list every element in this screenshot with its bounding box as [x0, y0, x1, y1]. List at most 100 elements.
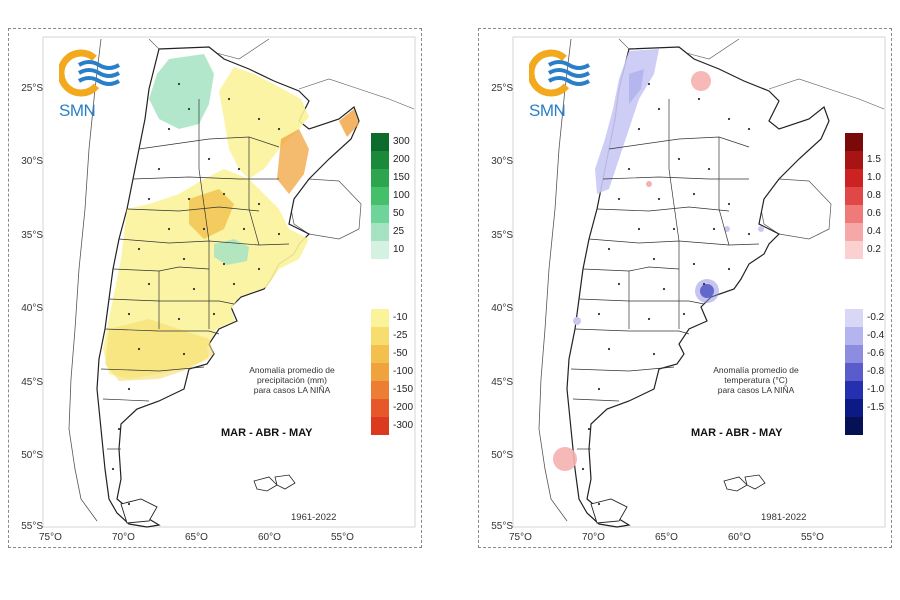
- legend-swatch: [371, 417, 389, 435]
- legend-label: 1.5: [867, 154, 881, 165]
- warm-anomaly-north: [691, 71, 711, 91]
- lon-label: 55°O: [331, 532, 354, 543]
- caption-line: Anomalía promedio de: [249, 365, 335, 375]
- lat-label: 30°S: [21, 156, 43, 167]
- legend-swatch: [371, 133, 389, 151]
- legend-entry: 50: [371, 205, 404, 223]
- legend-entry: 1.0: [845, 169, 881, 187]
- lat-label: 50°S: [21, 450, 43, 461]
- station-points: [111, 82, 281, 506]
- legend-label: 25: [393, 226, 405, 237]
- smn-logo: SMN: [527, 47, 599, 125]
- station-points: [581, 82, 751, 506]
- lon-label: 60°O: [258, 532, 281, 543]
- temperature-map-panel: SMN 25°S 30°S 35°S 40°S 45°S 50°S 55°S 7…: [478, 28, 892, 548]
- legend-label: -1.0: [867, 384, 885, 395]
- lat-label: 35°S: [21, 230, 43, 241]
- warm-anomaly-south: [553, 447, 577, 471]
- legend-entry: -0.8: [845, 363, 884, 381]
- period-label: 1981-2022: [761, 512, 807, 523]
- legend-swatch: [371, 151, 389, 169]
- map-frame: [512, 36, 886, 528]
- legend-entry: -0.2: [845, 309, 884, 327]
- legend-label: -200: [393, 402, 414, 413]
- legend-swatch: [371, 241, 389, 259]
- lat-label: 35°S: [491, 230, 513, 241]
- lat-label: 45°S: [491, 377, 513, 388]
- legend-swatch: [845, 417, 863, 435]
- legend-label: -10: [393, 312, 408, 323]
- legend-swatch: [371, 363, 389, 381]
- legend-label: 50: [393, 208, 405, 219]
- legend-label: -100: [393, 366, 414, 377]
- legend-entry: -200: [371, 399, 413, 417]
- legend-entry: 0.8: [845, 187, 881, 205]
- lat-label: 25°S: [491, 83, 513, 94]
- warm-anomaly-spot: [646, 181, 652, 187]
- cold-anomaly-core: [629, 69, 644, 104]
- dry-anomaly-east: [277, 129, 309, 194]
- legend-label: 0.6: [867, 208, 881, 219]
- smn-logo-text: SMN: [529, 101, 566, 120]
- precipitation-map-panel: SMN 25°S 30°S 35°S 40°S 45°S 50°S 55°S 7…: [8, 28, 422, 548]
- lat-label: 55°S: [21, 521, 43, 532]
- legend-entry: 300: [371, 133, 410, 151]
- legend-label: 10: [393, 244, 405, 255]
- chile-coastline: [68, 38, 102, 522]
- smn-logo: SMN: [57, 47, 129, 125]
- legend-entry: -0.6: [845, 345, 884, 363]
- legend-label: 100: [393, 190, 410, 201]
- lon-label: 70°O: [112, 532, 135, 543]
- map-caption: Anomalía promedio de temperatura (°C) pa…: [671, 365, 841, 395]
- map-caption: Anomalía promedio de precipitación (mm) …: [207, 365, 377, 395]
- precipitation-map: [42, 36, 416, 528]
- legend-label: -50: [393, 348, 408, 359]
- legend-label: -150: [393, 384, 414, 395]
- legend-entry: [845, 417, 867, 435]
- uruguay-outline: [288, 178, 362, 240]
- legend-label: -0.2: [867, 312, 885, 323]
- lon-label: 70°O: [582, 532, 605, 543]
- map-frame: [42, 36, 416, 528]
- precipitation-legend-negative: -10 -25 -50 -100 -150 -200 -300: [371, 309, 413, 435]
- province-borders: [100, 99, 290, 450]
- smn-logo-icon: [527, 49, 591, 97]
- legend-swatch: [845, 151, 863, 169]
- season-label: MAR - ABR - MAY: [221, 427, 313, 439]
- legend-entry: [845, 133, 867, 151]
- lat-label: 25°S: [21, 83, 43, 94]
- lon-label: 65°O: [185, 532, 208, 543]
- legend-swatch: [845, 187, 863, 205]
- dry-anomaly-core: [189, 189, 234, 239]
- legend-entry: -10: [371, 309, 407, 327]
- legend-entry: 0.2: [845, 241, 881, 259]
- legend-swatch: [371, 205, 389, 223]
- caption-line: para casos LA NIÑA: [253, 385, 331, 395]
- malvinas-islands: [723, 474, 766, 492]
- legend-swatch: [371, 327, 389, 345]
- lat-label: 50°S: [491, 450, 513, 461]
- cold-anomaly-northwest: [595, 49, 659, 194]
- chile-coastline: [538, 38, 572, 522]
- legend-entry: 25: [371, 223, 404, 241]
- legend-label: -0.6: [867, 348, 885, 359]
- legend-entry: -1.5: [845, 399, 884, 417]
- legend-swatch: [371, 187, 389, 205]
- legend-entry: 1.5: [845, 151, 881, 169]
- legend-swatch: [845, 381, 863, 399]
- uruguay-outline: [758, 178, 832, 240]
- legend-entry: 10: [371, 241, 404, 259]
- legend-label: -300: [393, 420, 414, 431]
- legend-swatch: [371, 309, 389, 327]
- smn-logo-text: SMN: [59, 101, 96, 120]
- legend-entry: 200: [371, 151, 410, 169]
- legend-swatch: [371, 345, 389, 363]
- legend-swatch: [371, 169, 389, 187]
- caption-line: para casos LA NIÑA: [717, 385, 795, 395]
- legend-label: 200: [393, 154, 410, 165]
- cold-anomaly-spot: [695, 279, 719, 303]
- legend-label: 300: [393, 136, 410, 147]
- province-borders: [570, 99, 760, 450]
- legend-swatch: [845, 327, 863, 345]
- lat-label: 45°S: [21, 377, 43, 388]
